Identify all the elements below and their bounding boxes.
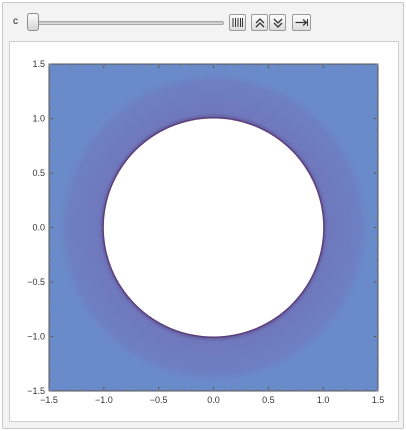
parameter-slider-track[interactable] <box>29 21 224 25</box>
double-chevron-down-icon <box>273 18 283 28</box>
x-tick-label: 1.5 <box>372 395 385 405</box>
right-arrow-icon <box>295 18 308 27</box>
parameter-label: c <box>13 16 18 27</box>
slow-down-button[interactable] <box>269 14 286 31</box>
parameter-slider-thumb[interactable] <box>27 13 39 31</box>
x-tick-label: 0.0 <box>207 395 220 405</box>
y-tick-label: 0.0 <box>32 223 45 233</box>
x-tick-label: −1.0 <box>95 395 113 405</box>
plot-panel: −1.5 −1.0 −0.5 0.0 0.5 1.0 1.5 −1.5 −1.0 −0.5 0.0 0… <box>9 41 399 422</box>
excluded-disk <box>104 119 323 337</box>
y-tick-label: 1.5 <box>32 59 45 69</box>
x-tick-label: 0.5 <box>262 395 275 405</box>
y-tick-label: 1.0 <box>32 114 45 124</box>
x-tick-label: −1.5 <box>40 395 58 405</box>
double-chevron-up-icon <box>255 18 265 28</box>
x-tick-label: −0.5 <box>150 395 168 405</box>
speed-up-button[interactable] <box>251 14 268 31</box>
x-tick-label: 1.0 <box>317 395 330 405</box>
show-animation-controls-button[interactable] <box>229 14 246 31</box>
y-tick-label: −1.0 <box>27 332 45 342</box>
direction-button[interactable] <box>292 14 311 31</box>
y-tick-label: 0.5 <box>32 168 45 178</box>
y-tick-label: −0.5 <box>27 277 45 287</box>
density-plot[interactable]: −1.5 −1.0 −0.5 0.0 0.5 1.0 1.5 −1.5 −1.0 −0.5 0.0 0… <box>10 42 398 421</box>
y-tick-label: −1.5 <box>27 386 45 396</box>
controls-bar: c <box>3 3 405 39</box>
vertical-bars-icon <box>232 18 243 27</box>
